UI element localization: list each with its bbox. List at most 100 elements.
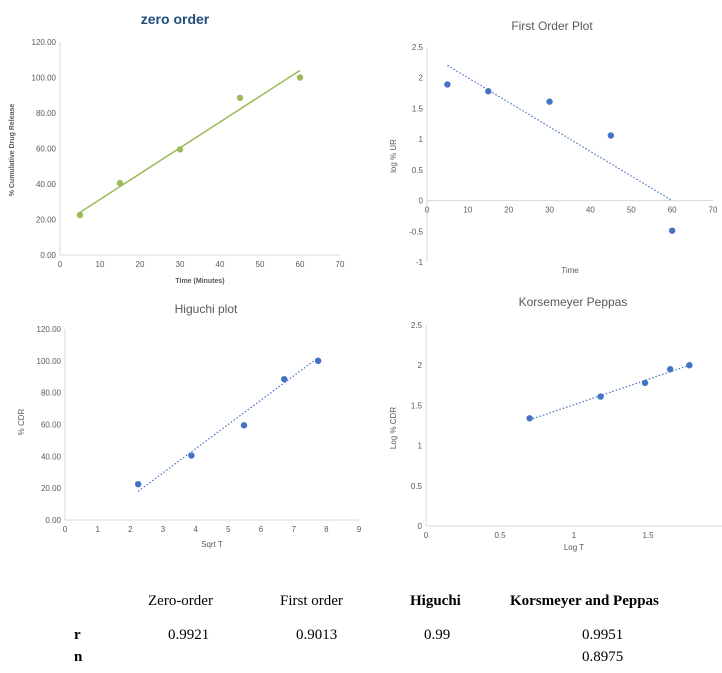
data-point (607, 132, 615, 139)
data-point (444, 81, 451, 88)
y-tick-label: 80.00 (36, 109, 57, 118)
y-tick-label: 2 (419, 74, 424, 83)
data-point (296, 74, 304, 81)
row-label-n: n (74, 648, 83, 665)
x-axis-label: Log T (564, 543, 584, 552)
x-tick-label: 20 (504, 206, 513, 215)
chart-higuchi-plot: Higuchi plot 0.00 20.00 40.00 60.00 80.00 100.… (17, 302, 362, 549)
data-point (240, 422, 248, 429)
x-tick-label: 10 (463, 206, 472, 215)
y-axis-label: Log % CDR (389, 407, 398, 449)
x-tick-label: 0 (425, 206, 430, 215)
x-axis-label: Time (Minutes) (175, 278, 224, 285)
results-row-n: n 0.8975 (60, 646, 710, 668)
x-tick-label: 9 (357, 525, 362, 534)
trendline (137, 357, 319, 492)
chart-korsemeyer-peppas: Korsemeyer Peppas 0 0.5 1 1.5 2 2.5 0 0.5 1 1.5 Log… (389, 295, 722, 552)
y-tick-label: 120.00 (32, 38, 57, 47)
x-tick-label: 7 (291, 525, 296, 534)
x-axis-label: Sqrt T (201, 540, 223, 549)
x-axis-label: Time (561, 266, 579, 275)
chart-zero-order: zero order 0.00 20.00 40.00 60.00 80.00 100.00… (9, 11, 345, 285)
charts-canvas: zero order 0.00 20.00 40.00 6 0.00 80.00 100.00… (9, 11, 722, 552)
x-tick-label: 40 (586, 206, 595, 215)
data-point (668, 227, 676, 234)
x-tick-label: 6 (259, 525, 264, 534)
trendline (79, 69, 301, 214)
x-tick-label: 8 (324, 525, 329, 534)
y-tick-label: 40.00 (41, 452, 62, 461)
corner-cell (60, 590, 148, 612)
y-tick-label: 100.00 (37, 357, 62, 366)
chart-title: zero order (141, 11, 210, 27)
results-header-row: Zero-order First order Higuchi Korsmeyer… (60, 590, 710, 612)
x-tick-label: 1.5 (642, 531, 654, 540)
header-zero-order: Zero-order (148, 592, 213, 609)
value-r-higuchi: 0.99 (424, 626, 451, 643)
data-point (686, 362, 693, 369)
x-tick-label: 1 (95, 525, 100, 534)
header-higuchi: Higuchi (410, 592, 461, 609)
x-tick-label: 0 (58, 260, 63, 269)
y-tick-label: 2.5 (411, 321, 423, 330)
chart-title: Higuchi plot (175, 302, 238, 316)
y-tick-label: -0.5 (409, 227, 423, 236)
x-tick-label: 30 (176, 260, 185, 269)
y-tick-label: 20.00 (36, 216, 57, 225)
value-r-first-order: 0.9013 (296, 626, 338, 643)
chart-first-order-plot: First Order Plot -1 -0.5 0 0.5 1 1.5 2 2.5 0 10 20 3… (389, 19, 718, 275)
data-point (76, 211, 84, 219)
x-tick-label: 1 (572, 531, 577, 540)
x-tick-label: 20 (136, 260, 145, 269)
x-tick-label: 50 (256, 260, 265, 269)
x-tick-label: 70 (336, 260, 345, 269)
data-point (236, 94, 244, 102)
y-tick-label: 2.5 (412, 43, 424, 52)
x-tick-label: 4 (193, 525, 198, 534)
x-tick-label: 2 (128, 525, 133, 534)
x-tick-label: 3 (161, 525, 166, 534)
data-point (641, 379, 649, 387)
y-tick-label: 0.00 (40, 251, 56, 260)
chart-title: First Order Plot (511, 19, 593, 33)
data-point (526, 415, 533, 422)
value-r-zero-order: 0.9921 (168, 626, 210, 643)
value-n-zero-order (148, 646, 280, 668)
y-tick-label: 20.00 (41, 484, 62, 493)
y-tick-label: 0 (418, 522, 423, 531)
y-tick-label: 120.00 (37, 325, 62, 334)
x-tick-label: 40 (216, 260, 225, 269)
data-point (116, 179, 124, 187)
x-tick-label: 60 (668, 206, 677, 215)
y-tick-label: 40.00 (36, 180, 57, 189)
data-point (546, 98, 553, 105)
chart-title: Korsemeyer Peppas (519, 295, 628, 309)
x-tick-label: 10 (96, 260, 105, 269)
data-point (176, 146, 184, 153)
y-tick-label: 0.00 (45, 516, 61, 525)
x-tick-label: 5 (226, 525, 231, 534)
y-axis-label: log % UR (389, 139, 398, 173)
results-row-r: r 0.9921 0.9013 0.99 0.9951 (60, 624, 710, 646)
data-point (314, 357, 322, 365)
y-tick-label: 80.00 (41, 389, 62, 398)
x-tick-label: 0 (63, 525, 68, 534)
row-label-r: r (74, 626, 81, 643)
trendline (447, 64, 673, 202)
header-first-order: First order (280, 592, 343, 609)
value-n-higuchi (410, 646, 510, 668)
value-r-korsmeyer-peppas: 0.9951 (582, 626, 624, 643)
y-tick-label: 2 (418, 361, 423, 370)
x-tick-label: 70 (709, 206, 718, 215)
data-point (485, 88, 492, 95)
data-point (597, 393, 604, 400)
x-tick-label: 60 (296, 260, 305, 269)
x-tick-label: 50 (627, 206, 636, 215)
trendline (529, 364, 690, 421)
data-point (280, 375, 288, 383)
x-tick-label: 0.5 (494, 531, 506, 540)
y-tick-label: 100.00 (32, 74, 57, 83)
x-tick-label: 30 (545, 206, 554, 215)
x-tick-label: 0 (424, 531, 429, 540)
data-point (188, 452, 195, 459)
